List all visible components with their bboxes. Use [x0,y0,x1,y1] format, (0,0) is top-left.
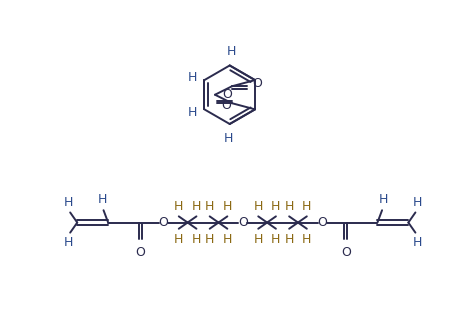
Text: O: O [238,216,248,229]
Text: H: H [187,106,197,119]
Text: O: O [252,77,262,91]
Text: H: H [284,233,294,246]
Text: H: H [187,71,197,83]
Text: H: H [205,233,214,246]
Text: H: H [192,200,201,213]
Text: O: O [135,247,145,259]
Text: H: H [223,233,232,246]
Text: H: H [64,195,73,209]
Text: H: H [302,200,312,213]
Text: H: H [97,193,107,206]
Text: H: H [174,200,184,213]
Text: H: H [205,200,214,213]
Text: O: O [317,216,327,229]
Text: H: H [271,200,280,213]
Text: O: O [222,88,232,101]
Text: H: H [412,237,421,249]
Text: H: H [223,200,232,213]
Text: H: H [302,233,312,246]
Text: H: H [174,233,184,246]
Text: O: O [221,99,231,112]
Text: H: H [284,200,294,213]
Text: H: H [254,200,263,213]
Text: H: H [227,45,236,58]
Text: H: H [271,233,280,246]
Text: H: H [223,132,233,145]
Text: H: H [64,237,73,249]
Text: H: H [254,233,263,246]
Text: O: O [158,216,168,229]
Text: H: H [379,193,388,206]
Text: O: O [341,247,350,259]
Text: H: H [192,233,201,246]
Text: H: H [412,195,421,209]
